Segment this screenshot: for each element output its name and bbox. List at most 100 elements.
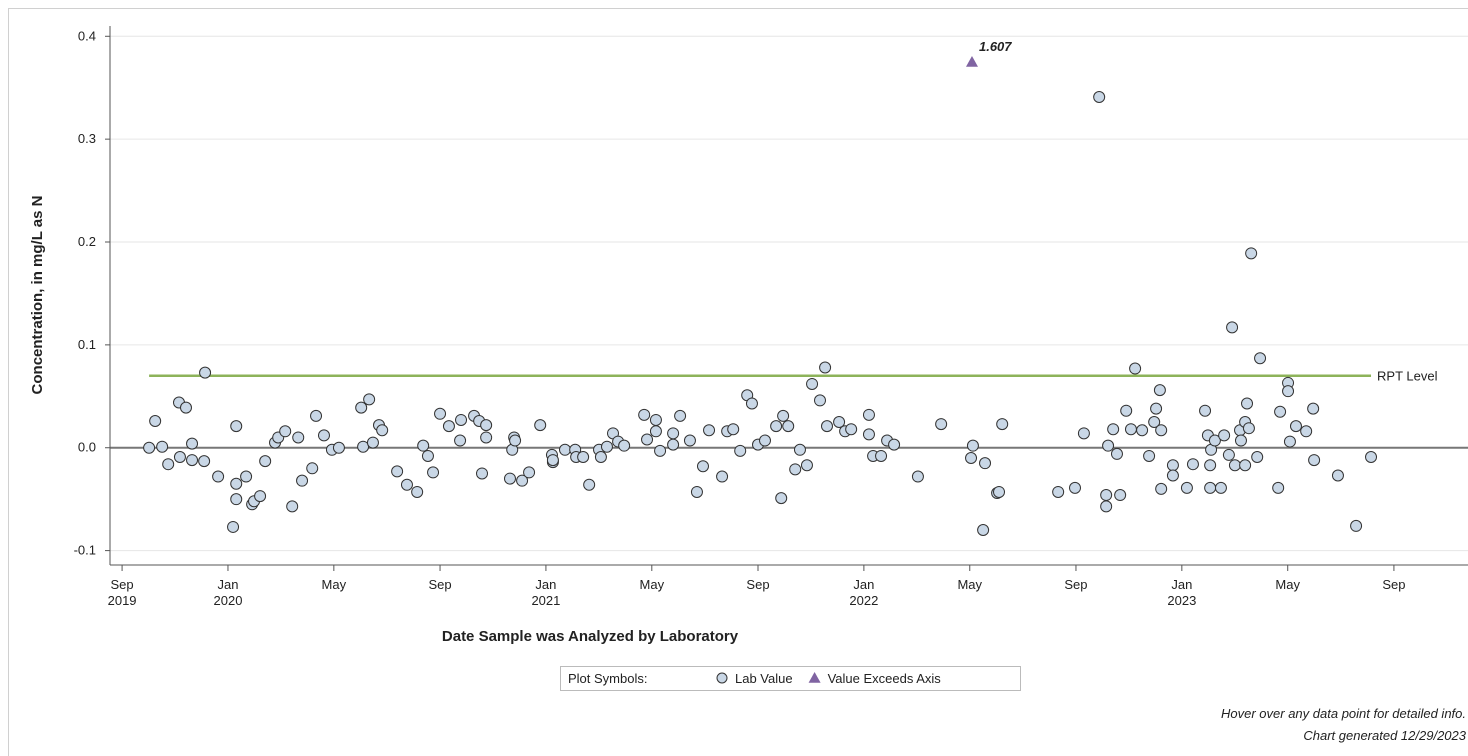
data-point xyxy=(306,462,319,475)
data-point xyxy=(1331,469,1344,482)
data-point xyxy=(143,441,156,454)
data-point xyxy=(1251,450,1264,463)
data-point xyxy=(227,520,240,533)
data-point xyxy=(1143,449,1156,462)
data-point xyxy=(1204,481,1217,494)
data-point xyxy=(173,450,186,463)
data-point xyxy=(814,394,827,407)
data-point xyxy=(417,439,430,452)
data-point xyxy=(156,440,169,453)
chart-frame xyxy=(8,8,1468,756)
footnote: Hover over any data point for detailed i… xyxy=(1221,706,1466,721)
data-point xyxy=(1242,422,1255,435)
data-point xyxy=(1166,459,1179,472)
data-point xyxy=(594,450,607,463)
x-tick-label: Sep xyxy=(428,577,451,592)
data-point xyxy=(476,467,489,480)
data-point xyxy=(259,455,272,468)
data-point xyxy=(1102,439,1115,452)
data-point xyxy=(198,455,211,468)
data-point xyxy=(862,428,875,441)
data-point xyxy=(649,425,662,438)
legend-marker xyxy=(716,672,728,684)
exceed-marker xyxy=(965,56,978,67)
data-point xyxy=(1308,454,1321,467)
data-point xyxy=(411,485,424,498)
data-point xyxy=(1155,482,1168,495)
data-point xyxy=(690,485,703,498)
data-point xyxy=(1136,424,1149,437)
legend-box xyxy=(560,666,1021,691)
data-point xyxy=(1129,362,1142,375)
data-point xyxy=(888,438,901,451)
footnote: Chart generated 12/29/2023 xyxy=(1303,728,1466,743)
data-point xyxy=(667,427,680,440)
data-point xyxy=(819,361,832,374)
data-point xyxy=(286,500,299,513)
data-point xyxy=(1153,384,1166,397)
data-point xyxy=(509,434,522,447)
data-point xyxy=(1282,385,1295,398)
data-point xyxy=(558,443,571,456)
data-point xyxy=(583,478,596,491)
data-point xyxy=(1254,352,1267,365)
data-point xyxy=(782,420,795,433)
data-point xyxy=(1222,448,1235,461)
data-point xyxy=(1120,404,1133,417)
data-point xyxy=(1199,404,1212,417)
data-point xyxy=(966,439,979,452)
data-point xyxy=(523,466,536,479)
x-tick-label: Sep xyxy=(746,577,769,592)
data-point xyxy=(577,450,590,463)
x-axis-title: Date Sample was Analyzed by Laboratory xyxy=(442,628,739,645)
data-point xyxy=(1204,459,1217,472)
y-tick-label: 0.2 xyxy=(78,234,96,249)
data-point xyxy=(534,419,547,432)
x-tick-label: Sep xyxy=(1064,577,1087,592)
data-point xyxy=(1283,435,1296,448)
x-tick-label: May xyxy=(957,577,982,592)
data-point xyxy=(1214,481,1227,494)
data-point xyxy=(442,420,455,433)
data-point xyxy=(1218,429,1231,442)
y-tick-label: 0.4 xyxy=(78,28,96,43)
data-point xyxy=(1307,402,1320,415)
data-point xyxy=(292,431,305,444)
data-point xyxy=(793,443,806,456)
data-point xyxy=(600,440,613,453)
x-tick-label: Sep 2019 xyxy=(108,577,137,608)
data-point xyxy=(1274,405,1287,418)
data-point xyxy=(455,413,468,426)
x-tick-label: May xyxy=(1275,577,1300,592)
data-point xyxy=(1100,500,1113,513)
data-point xyxy=(1077,427,1090,440)
data-point xyxy=(310,409,323,422)
data-point xyxy=(516,474,529,487)
data-point xyxy=(254,490,267,503)
data-point xyxy=(1234,434,1247,447)
data-point xyxy=(240,470,253,483)
x-tick-label: Sep xyxy=(1382,577,1405,592)
data-point xyxy=(503,472,516,485)
data-point xyxy=(427,466,440,479)
data-point xyxy=(758,434,771,447)
x-tick-label: May xyxy=(322,577,347,592)
data-point xyxy=(1107,423,1120,436)
data-point xyxy=(1155,424,1168,437)
data-point xyxy=(845,423,858,436)
data-point xyxy=(770,420,783,433)
data-point xyxy=(1186,458,1199,471)
data-point xyxy=(777,409,790,422)
data-point xyxy=(979,457,992,470)
data-point xyxy=(1350,519,1363,532)
data-point xyxy=(480,431,493,444)
x-tick-label: Jan 2023 xyxy=(1167,577,1196,608)
data-point xyxy=(696,460,709,473)
y-tick-label: -0.1 xyxy=(74,543,96,558)
data-point xyxy=(911,470,924,483)
data-point xyxy=(400,478,413,491)
data-point xyxy=(199,366,212,379)
data-point xyxy=(480,419,493,432)
data-point xyxy=(1148,416,1161,429)
data-point xyxy=(806,377,819,390)
